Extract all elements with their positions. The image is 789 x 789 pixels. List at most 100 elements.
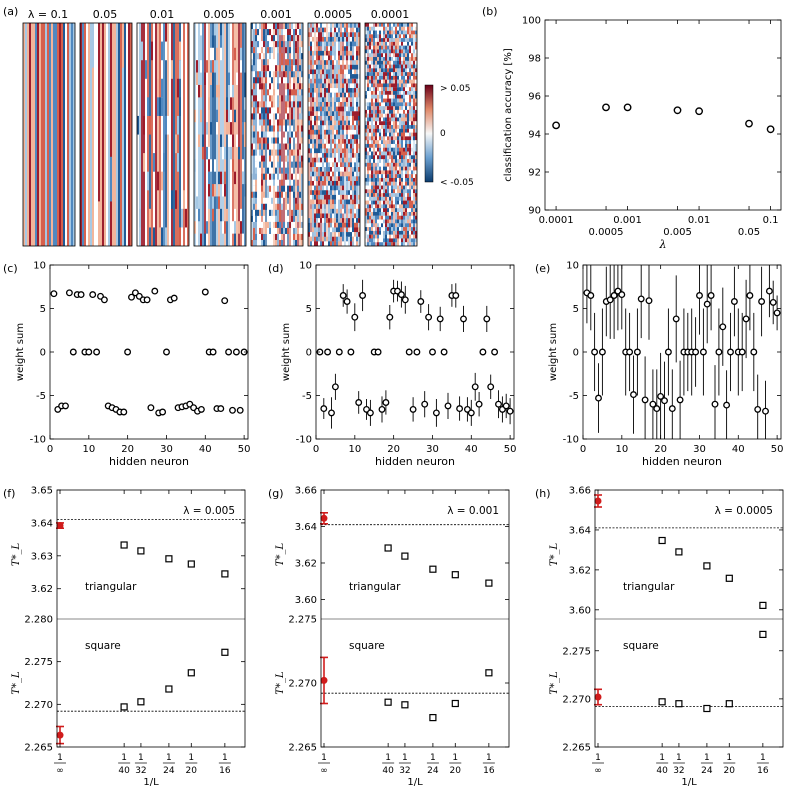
heatmap-cell <box>257 29 260 36</box>
heatmap-cell <box>375 185 378 190</box>
heatmap-cell <box>269 221 272 228</box>
heatmap-cell <box>344 125 347 130</box>
heatmap-cell <box>320 32 323 37</box>
heatmap-cell <box>397 41 400 46</box>
heatmap-cell <box>350 208 353 214</box>
heatmap-cell <box>371 91 374 95</box>
heatmap-cell <box>356 208 359 214</box>
heatmap-cell <box>255 143 258 150</box>
heatmap-cell <box>322 64 325 70</box>
heatmap-cell <box>411 215 414 220</box>
heatmap-cell <box>403 41 406 46</box>
heatmap-cell <box>316 167 319 172</box>
heatmap-cell <box>352 32 355 37</box>
heatmap-cell <box>269 29 272 36</box>
heatmap-cell <box>279 173 282 180</box>
y-axis-label-b: classification accuracy [%] <box>503 48 514 182</box>
heatmap-column <box>90 23 93 246</box>
data-point-c <box>201 288 209 296</box>
heatmap-cell <box>261 71 264 78</box>
heatmap-cell <box>285 167 288 174</box>
heatmap-cell <box>375 128 378 133</box>
heatmap-cell <box>293 149 296 156</box>
heatmap-cell <box>212 84 215 98</box>
heatmap-cell <box>314 92 317 98</box>
heatmap-cell <box>352 83 355 89</box>
lattice-label-g-upper: triangular <box>349 581 401 593</box>
heatmap-cell <box>263 215 266 222</box>
heatmap-cell <box>232 159 235 172</box>
heatmap-cell <box>279 125 282 132</box>
heatmap-cell <box>316 78 319 84</box>
heatmap-cell <box>332 50 335 56</box>
heatmap-cell <box>375 211 378 216</box>
heatmap-cell <box>320 101 323 107</box>
heatmap-cell <box>381 26 384 31</box>
heatmap-cell <box>291 161 294 168</box>
heatmap-cell <box>377 34 380 39</box>
heatmap-cell <box>318 27 321 33</box>
heatmap-cell <box>387 230 390 235</box>
heatmap-cell <box>275 23 278 30</box>
heatmap-cell <box>145 60 148 79</box>
heatmap-cell <box>383 193 386 197</box>
heatmap-column <box>208 23 211 246</box>
heatmap-cell <box>216 196 219 209</box>
heatmap-cell <box>293 233 296 241</box>
heatmap-cell <box>415 170 418 175</box>
heatmap-cell <box>261 197 264 204</box>
heatmap-cell <box>320 106 323 112</box>
heatmap-cell <box>289 179 292 186</box>
heatmap-cell <box>332 78 335 84</box>
heatmap-cell <box>375 41 378 46</box>
heatmap-cell <box>324 190 327 195</box>
panel-label-h: (h) <box>535 487 551 500</box>
heatmap-cell <box>371 177 374 182</box>
heatmap-cell <box>253 131 256 138</box>
heatmap-cell <box>367 215 370 220</box>
heatmap-cell <box>261 185 264 192</box>
heatmap-cell <box>375 98 378 103</box>
heatmap-cell <box>232 134 235 147</box>
heatmap-cell <box>212 208 215 222</box>
heatmap-cell <box>324 185 327 191</box>
heatmap-cell <box>283 119 286 126</box>
heatmap-cell <box>413 128 416 133</box>
heatmap-cell <box>259 227 262 234</box>
heatmap-cell <box>320 41 323 47</box>
heatmap-cell <box>279 161 282 168</box>
heatmap-cell <box>399 193 402 197</box>
heatmap-cell <box>269 227 272 234</box>
heatmap-cell <box>381 91 384 95</box>
heatmap-cell <box>242 171 245 185</box>
y-tick-e-label: 5 <box>573 304 579 315</box>
heatmap-cell <box>367 26 370 31</box>
heatmap-cell <box>350 32 353 37</box>
data-point-e <box>754 405 762 413</box>
heatmap-cell <box>261 113 264 120</box>
heatmap-cell <box>316 241 319 247</box>
heatmap-cell <box>369 75 372 80</box>
heatmap-cell <box>346 176 349 182</box>
heatmap-cell <box>379 68 382 73</box>
panel-g-critical-temperature: 3.603.623.643.66triangularT*_L2.2652.270… <box>275 486 510 788</box>
panel-label-b: (b) <box>482 5 498 18</box>
heatmap-cell <box>283 227 286 234</box>
heatmap-cell <box>401 234 404 239</box>
heatmap-cell <box>308 185 311 191</box>
heatmap-cell <box>401 151 404 156</box>
heatmap-cell <box>324 55 327 61</box>
heatmap-cell <box>318 153 321 158</box>
heatmap-cell <box>413 102 416 107</box>
heatmap-cell <box>385 234 388 239</box>
heatmap-cell <box>407 102 410 107</box>
heatmap-column <box>43 23 46 246</box>
heatmap-column <box>234 23 237 246</box>
heatmap-cell <box>413 196 416 201</box>
heatmap-cell <box>253 113 256 120</box>
heatmap-cell <box>399 41 402 46</box>
heatmap-cell <box>367 162 370 167</box>
heatmap-cell <box>409 53 412 58</box>
heatmap-cell <box>358 208 361 214</box>
heatmap-cell <box>397 155 400 160</box>
